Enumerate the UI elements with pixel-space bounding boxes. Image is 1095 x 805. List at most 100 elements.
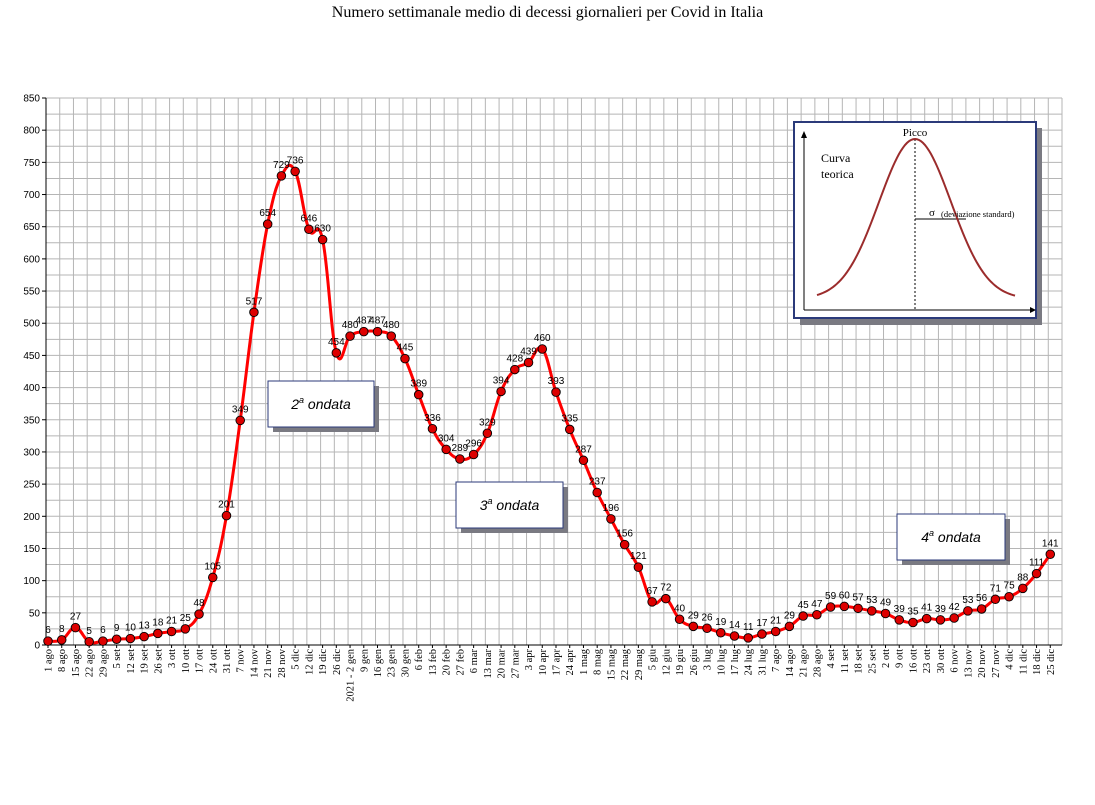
data-label: 47 <box>811 599 823 610</box>
data-point <box>1004 591 1014 602</box>
data-label: 736 <box>287 155 304 166</box>
data-point <box>619 539 630 550</box>
data-label: 121 <box>630 551 647 562</box>
data-label: 25 <box>180 613 192 624</box>
x-tick-label: 21 nov <box>263 648 274 678</box>
data-label: 487 <box>355 316 372 327</box>
data-label: 21 <box>770 615 782 626</box>
x-tick-label: 20 feb <box>442 649 453 676</box>
data-label: 57 <box>852 592 864 603</box>
data-point <box>674 614 685 625</box>
data-point <box>702 623 712 634</box>
data-point <box>208 572 218 583</box>
x-tick-label: 30 gen <box>400 648 411 677</box>
x-tick-label: 12 dic <box>304 649 315 675</box>
data-label: 39 <box>894 604 906 615</box>
data-label: 45 <box>798 600 810 611</box>
data-point <box>455 454 465 464</box>
y-tick-label: 350 <box>23 415 40 426</box>
y-tick-label: 500 <box>23 319 40 330</box>
data-point <box>949 613 959 623</box>
y-tick-label: 250 <box>23 480 40 491</box>
data-label: 75 <box>1004 581 1016 592</box>
y-tick-label: 850 <box>23 94 40 105</box>
data-label: 454 <box>328 337 345 348</box>
data-label: 445 <box>397 343 414 354</box>
data-label: 480 <box>383 320 400 331</box>
x-tick-label: 22 mag <box>620 648 631 680</box>
x-tick-label: 9 gen <box>359 648 370 672</box>
data-point <box>43 636 53 646</box>
x-tick-label: 6 mar <box>469 649 480 674</box>
data-point <box>276 171 287 181</box>
x-tick-label: 11 dic <box>1018 649 1029 675</box>
x-tick-label: 26 dic <box>332 649 343 675</box>
data-point <box>633 562 644 572</box>
data-label: 439 <box>520 346 537 357</box>
data-label: 19 <box>715 617 727 628</box>
data-label: 630 <box>314 224 331 235</box>
inset-gaussian-curve <box>816 137 1016 297</box>
annotation-label: 4a ondata <box>921 528 981 545</box>
x-tick-label: 20 mar <box>497 649 508 679</box>
data-label: 13 <box>139 621 151 632</box>
x-tick-label: 27 mar <box>510 649 521 679</box>
data-point <box>647 597 657 607</box>
data-label: 59 <box>825 591 837 602</box>
data-label: 48 <box>193 598 205 609</box>
x-tick-label: 14 ago <box>785 649 796 677</box>
x-tick-label: 1 ago <box>44 649 55 672</box>
x-tick-label: 23 ott <box>922 649 933 673</box>
data-point <box>853 603 863 614</box>
x-tick-label: 11 set <box>840 649 851 673</box>
x-tick-label: 7 nov <box>236 648 247 672</box>
data-label: 53 <box>866 595 878 606</box>
x-tick-label: 26 set <box>153 649 164 674</box>
data-label: 71 <box>990 583 1002 594</box>
annotation-label: 3a ondata <box>480 496 540 513</box>
data-point <box>262 219 273 229</box>
data-point <box>963 606 973 616</box>
x-tick-label: 6 nov <box>950 648 961 672</box>
inset-sigma-label: (deviazione standard) <box>941 209 1015 219</box>
x-tick-label: 19 set <box>140 649 151 674</box>
y-tick-label: 700 <box>23 190 40 201</box>
inset-curve-label-1: Curva <box>821 151 851 165</box>
data-point <box>249 307 259 318</box>
data-label: 654 <box>259 208 276 219</box>
annotation-box <box>267 380 375 428</box>
data-point <box>564 424 575 435</box>
x-tick-label: 3 ott <box>167 649 178 668</box>
x-tick-label: 23 gen <box>387 648 398 677</box>
data-label: 27 <box>70 612 82 623</box>
data-label: 67 <box>647 586 659 597</box>
data-label: 296 <box>465 439 482 450</box>
data-point <box>784 621 795 632</box>
data-label: 49 <box>880 597 892 608</box>
data-label: 26 <box>701 612 713 623</box>
x-axis: 1 ago 8 ago 15 ago 22 ago 29 ago 5 set 12 set 1… <box>44 644 1062 702</box>
x-tick-label: 4 dic <box>1005 649 1016 670</box>
data-label: 428 <box>506 354 523 365</box>
data-point <box>880 608 891 619</box>
data-point <box>921 613 932 624</box>
data-point <box>825 602 836 612</box>
data-point <box>1018 583 1028 594</box>
data-label: 729 <box>273 160 290 171</box>
data-label: 394 <box>493 375 510 386</box>
data-label: 335 <box>561 413 578 424</box>
data-label: 389 <box>410 379 427 390</box>
y-tick-label: 600 <box>23 254 40 265</box>
y-tick-label: 50 <box>29 608 41 619</box>
x-tick-label: 28 nov <box>277 648 288 678</box>
data-label: 480 <box>342 320 359 331</box>
x-tick-label: 24 lug <box>744 648 755 675</box>
theoretical-curve-inset: Picco Curva teorica σ (deviazione standa… <box>793 121 1042 325</box>
data-label: 304 <box>438 433 455 444</box>
data-label: 8 <box>59 624 65 635</box>
x-tick-label: 5 set <box>112 649 123 669</box>
data-point <box>166 626 177 637</box>
x-tick-label: 28 ago <box>812 649 823 677</box>
x-tick-label: 18 dic <box>1032 649 1043 675</box>
x-tick-label: 20 nov <box>977 648 988 678</box>
